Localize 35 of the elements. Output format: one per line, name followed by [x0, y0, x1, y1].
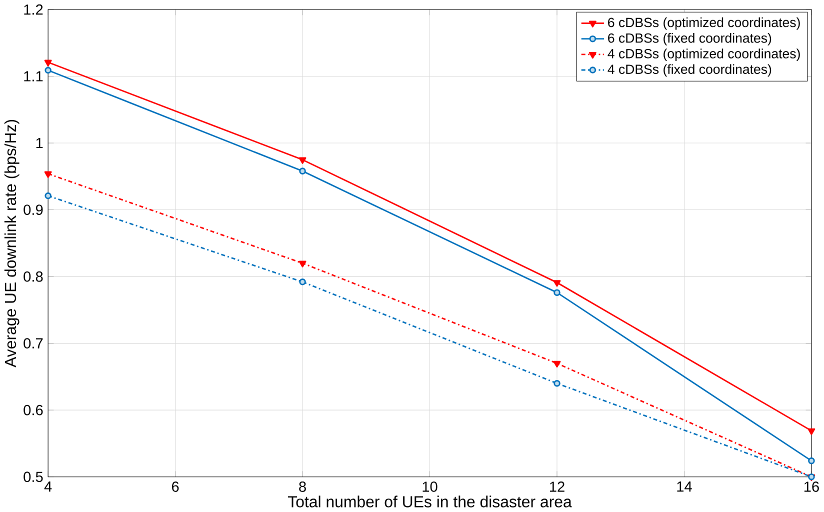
point [44, 192, 52, 200]
point [553, 280, 561, 287]
point [299, 278, 306, 286]
y-tick-label: 1.1 [24, 71, 43, 82]
y-tick-label: 1.2 [24, 4, 43, 15]
x-tick-label: 4 [44, 482, 52, 492]
point [554, 289, 560, 296]
point [299, 168, 306, 175]
point [554, 380, 560, 387]
legend-label: 6 cDBSs (fixed coordinates) [608, 33, 772, 46]
point [298, 157, 306, 164]
point [44, 171, 52, 178]
x-tick-label: 14 [677, 482, 692, 492]
x-tick-label: 12 [550, 482, 564, 492]
y-tick-label: 0.8 [24, 271, 43, 282]
legend-label: 4 cDBSs (fixed coordinates) [608, 64, 772, 77]
legend-label: 6 cDBSs (optimized coordinates) [608, 18, 800, 30]
point [44, 66, 52, 74]
x-axis-title: Total number of UEs in the disaster area [288, 496, 572, 508]
x-tick-label: 10 [422, 482, 438, 492]
point [808, 428, 816, 436]
point [553, 360, 561, 368]
point [44, 60, 52, 67]
legend-label: 4 cDBSs (optimized coordinates) [608, 48, 800, 62]
x-tick-label: 8 [299, 482, 306, 492]
x-tick-label: 16 [804, 482, 819, 492]
point [808, 458, 815, 464]
y-tick-label: 0.7 [24, 338, 43, 349]
y-tick-label: 0.9 [24, 204, 43, 216]
point [298, 260, 306, 268]
x-tick-label: 6 [172, 482, 179, 492]
y-tick-label: 0.5 [24, 472, 43, 482]
y-axis-title: Average UE downlink rate (bps/Hz) [4, 120, 20, 368]
y-tick-label: 1 [36, 138, 43, 148]
y-tick-label: 0.6 [24, 405, 43, 416]
